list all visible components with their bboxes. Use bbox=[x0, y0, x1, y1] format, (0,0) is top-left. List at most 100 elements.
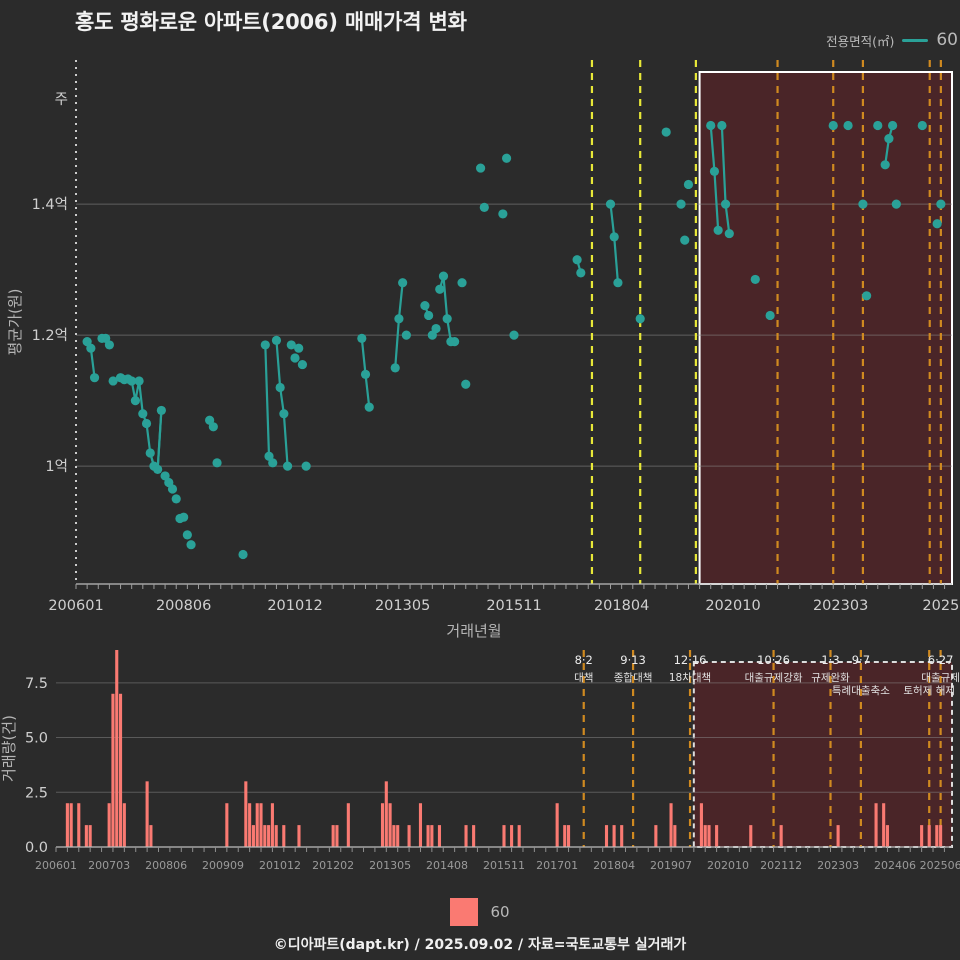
volume-bar bbox=[225, 803, 229, 847]
volume-bar bbox=[297, 825, 301, 847]
volume-bar bbox=[604, 825, 609, 847]
price-data-point bbox=[167, 484, 178, 494]
volume-bar bbox=[259, 803, 263, 847]
price-data-point bbox=[572, 255, 582, 265]
volume-bar bbox=[251, 825, 255, 847]
price-data-point bbox=[127, 376, 137, 386]
price-data-point bbox=[104, 340, 115, 350]
policy-annotation-date: 8·2 bbox=[575, 653, 593, 667]
price-data-point bbox=[479, 202, 489, 212]
volume-bar bbox=[335, 825, 339, 847]
legend-color-swatch bbox=[450, 898, 479, 926]
policy-annotation-label: 특례대출축소 bbox=[832, 685, 890, 697]
price-data-point bbox=[461, 379, 471, 389]
price-data-point bbox=[720, 199, 731, 209]
x-tick-label: 202303 bbox=[817, 859, 859, 872]
volume-bar bbox=[430, 825, 434, 847]
policy-annotation-date: 1·3 bbox=[821, 653, 839, 667]
y-tick-label: 7.5 bbox=[25, 676, 48, 692]
volume-bar bbox=[939, 825, 943, 847]
policy-annotation-date: 9·13 bbox=[620, 653, 646, 667]
y-tick-label: 1억 bbox=[45, 458, 68, 475]
price-data-point bbox=[435, 284, 445, 294]
price-data-point bbox=[431, 323, 441, 334]
volume-bar bbox=[703, 825, 707, 847]
volume-bar bbox=[555, 803, 559, 847]
price-data-point bbox=[680, 235, 690, 245]
volume-bar bbox=[396, 825, 400, 847]
price-data-point bbox=[498, 209, 508, 219]
volume-bar bbox=[836, 825, 840, 847]
price-data-point bbox=[873, 120, 883, 131]
price-data-point bbox=[880, 160, 890, 170]
volume-bar bbox=[65, 803, 69, 847]
price-data-point bbox=[301, 461, 311, 471]
volume-bar bbox=[88, 825, 92, 847]
legend-value: 60 bbox=[936, 30, 958, 50]
volume-bar bbox=[145, 781, 149, 847]
volume-bar bbox=[255, 803, 259, 847]
price-data-point bbox=[134, 376, 144, 386]
price-data-point bbox=[360, 369, 371, 379]
volume-bar bbox=[927, 825, 931, 847]
footer-credit: ©디아파트(dapt.kr) / 2025.09.02 / 자료=국토교통부 실… bbox=[273, 937, 687, 953]
price-data-point bbox=[141, 418, 152, 429]
price-data-point bbox=[576, 268, 586, 278]
price-line-segment bbox=[609, 203, 620, 283]
x-tick-label: 202406 bbox=[874, 859, 916, 872]
price-data-point bbox=[145, 448, 155, 458]
volume-bar bbox=[882, 803, 886, 847]
price-data-point bbox=[89, 373, 100, 383]
price-data-point bbox=[713, 225, 723, 235]
volume-highlight-region bbox=[692, 661, 953, 848]
y-tick-label: 0.0 bbox=[25, 840, 48, 856]
x-tick-label: 201511 bbox=[486, 598, 541, 614]
volume-bar bbox=[464, 825, 468, 847]
volume-bar bbox=[69, 803, 73, 847]
price-data-point bbox=[282, 461, 293, 471]
x-tick-label: 200703 bbox=[88, 859, 130, 872]
volume-bar bbox=[388, 803, 392, 847]
volume-bar bbox=[885, 825, 890, 847]
policy-annotation-label: 대출규제강화 bbox=[745, 672, 803, 684]
price-data-point bbox=[613, 278, 623, 288]
policy-annotation-date: 6·27 bbox=[928, 653, 954, 667]
price-data-point bbox=[709, 166, 720, 176]
price-data-point bbox=[936, 199, 946, 209]
volume-bar bbox=[111, 693, 115, 847]
price-data-point bbox=[275, 382, 285, 393]
price-data-point bbox=[420, 301, 430, 311]
price-data-point bbox=[888, 120, 898, 131]
price-line-segment bbox=[275, 340, 289, 467]
price-data-point bbox=[290, 353, 300, 363]
y-tick-label-clipped: 주 bbox=[55, 92, 68, 108]
volume-bar bbox=[149, 825, 153, 847]
price-data-point bbox=[208, 422, 218, 432]
x-tick-label: 202010 bbox=[705, 598, 760, 614]
policy-annotation-label: 대출규제 bbox=[921, 672, 960, 684]
price-data-point bbox=[635, 314, 645, 324]
price-data-point bbox=[179, 512, 189, 522]
price-chart-legend: 전용면적(㎡) 60 bbox=[826, 30, 958, 50]
volume-bar bbox=[654, 825, 658, 847]
price-data-point bbox=[153, 464, 163, 474]
volume-bar bbox=[749, 825, 753, 847]
x-tick-label: 201804 bbox=[594, 598, 649, 614]
price-data-point bbox=[717, 120, 727, 131]
volume-bar bbox=[612, 825, 616, 847]
price-data-point bbox=[294, 343, 304, 353]
x-tick-label: 200601 bbox=[48, 598, 103, 614]
price-data-point bbox=[138, 409, 148, 419]
price-data-point bbox=[130, 396, 140, 406]
volume-bar bbox=[282, 825, 286, 847]
volume-bar bbox=[699, 803, 703, 847]
price-line-segment bbox=[149, 410, 163, 472]
price-data-point bbox=[450, 337, 460, 347]
price-data-point bbox=[862, 291, 872, 301]
price-data-point bbox=[171, 494, 181, 504]
legend-value: 60 bbox=[490, 903, 510, 921]
price-data-point bbox=[108, 376, 118, 386]
volume-bar bbox=[920, 825, 924, 847]
volume-bar bbox=[122, 803, 126, 847]
